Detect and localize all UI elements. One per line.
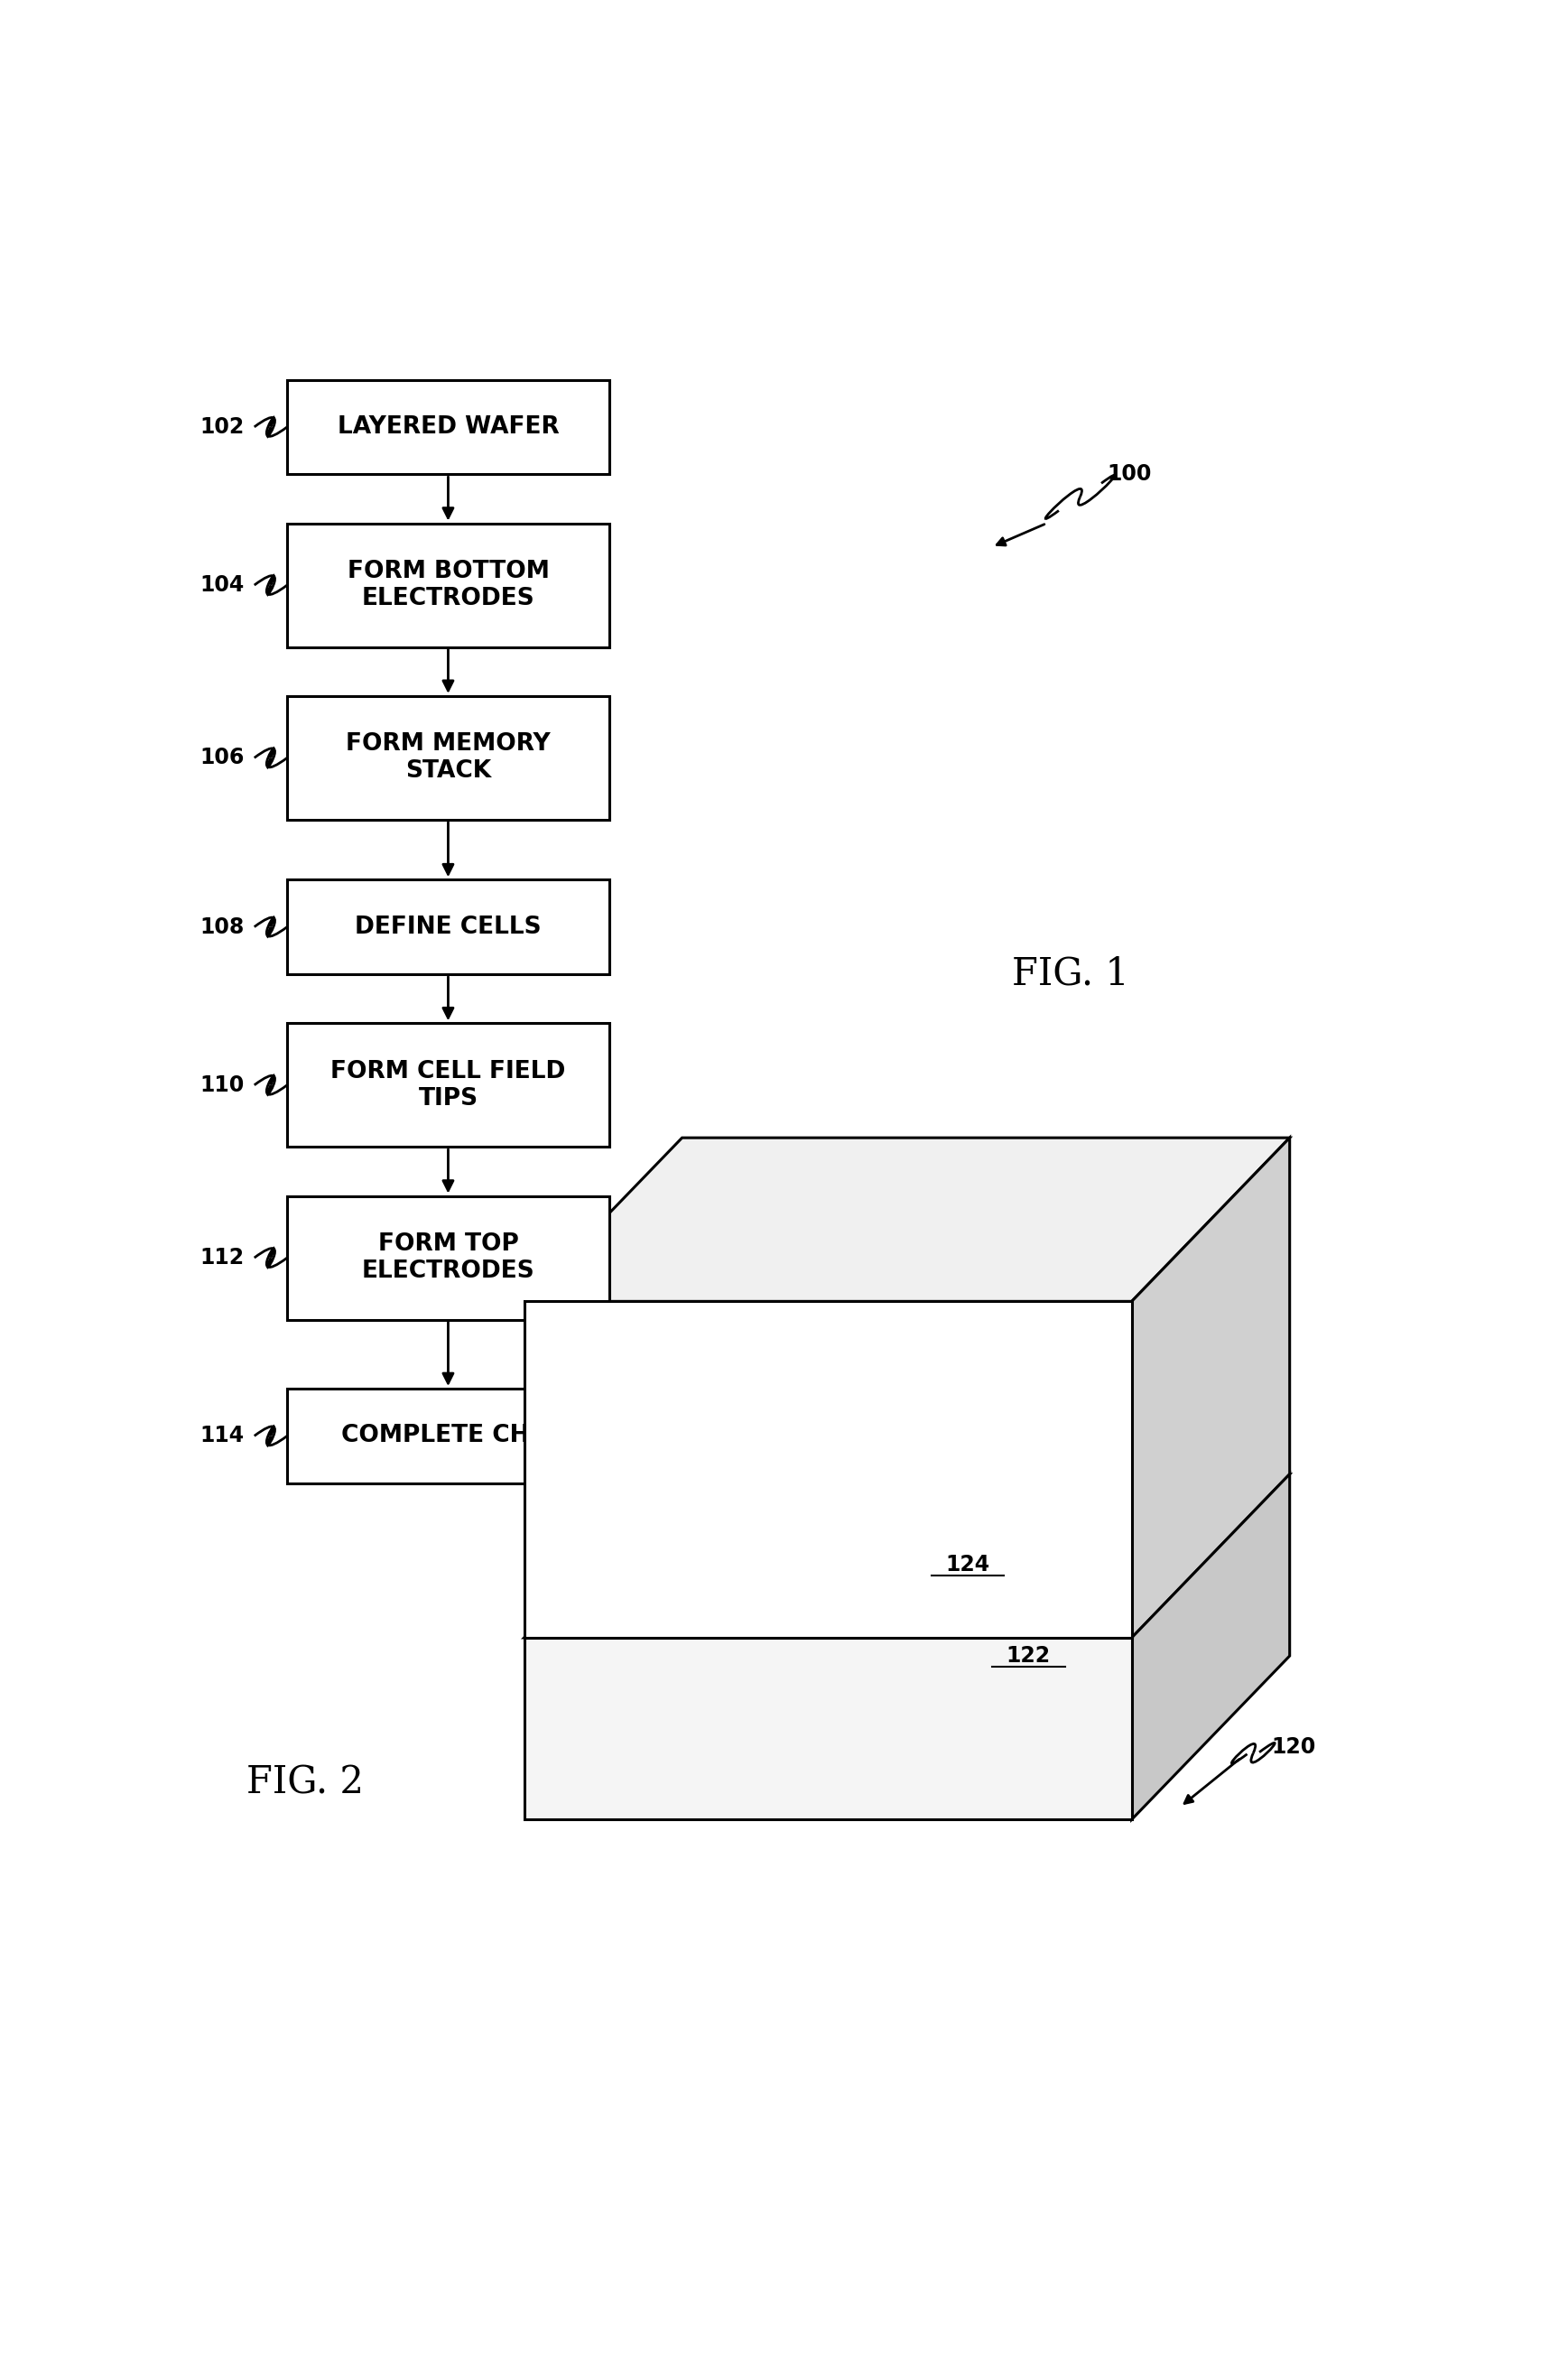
Text: LAYERED WAFER: LAYERED WAFER [337, 416, 560, 439]
Polygon shape [524, 1639, 1132, 1820]
Text: 102: 102 [201, 416, 245, 437]
Text: 100: 100 [1107, 463, 1152, 484]
Text: 120: 120 [1272, 1735, 1316, 1757]
Polygon shape [524, 1473, 1289, 1639]
Polygon shape [1132, 1473, 1289, 1820]
Text: DEFINE CELLS: DEFINE CELLS [354, 916, 541, 940]
Text: 112: 112 [201, 1247, 245, 1268]
Text: FORM BOTTOM
ELECTRODES: FORM BOTTOM ELECTRODES [347, 560, 549, 611]
Text: 106: 106 [201, 746, 245, 770]
Text: FORM TOP
ELECTRODES: FORM TOP ELECTRODES [362, 1232, 535, 1282]
Text: 110: 110 [201, 1074, 245, 1096]
FancyBboxPatch shape [287, 1388, 608, 1483]
Text: 108: 108 [201, 916, 245, 937]
Text: FORM CELL FIELD
TIPS: FORM CELL FIELD TIPS [331, 1060, 566, 1110]
FancyBboxPatch shape [287, 1197, 608, 1320]
FancyBboxPatch shape [287, 380, 608, 475]
Polygon shape [1132, 1138, 1289, 1639]
Text: COMPLETE CHIP: COMPLETE CHIP [340, 1424, 555, 1447]
FancyBboxPatch shape [287, 524, 608, 647]
Polygon shape [524, 1301, 1132, 1639]
Text: 124: 124 [946, 1554, 989, 1575]
Text: FIG. 1: FIG. 1 [1013, 956, 1129, 994]
FancyBboxPatch shape [287, 881, 608, 975]
Polygon shape [524, 1138, 1289, 1301]
FancyBboxPatch shape [287, 696, 608, 819]
Text: FORM MEMORY
STACK: FORM MEMORY STACK [347, 732, 550, 784]
Text: 122: 122 [1007, 1646, 1051, 1667]
Text: 114: 114 [201, 1426, 245, 1447]
Text: FIG. 2: FIG. 2 [246, 1764, 364, 1801]
Text: 104: 104 [201, 574, 245, 595]
FancyBboxPatch shape [287, 1022, 608, 1147]
